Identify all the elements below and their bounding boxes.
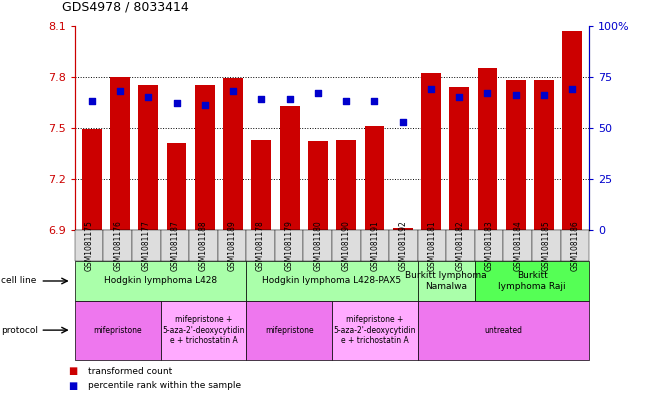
Bar (223, 78, 243, 230)
Point (510, 92, 521, 98)
Bar (393, 228, 413, 230)
Text: GSM1081192: GSM1081192 (399, 220, 408, 271)
Text: Burkitt lymphoma
Namalwa: Burkitt lymphoma Namalwa (406, 271, 487, 291)
Text: protocol: protocol (1, 326, 38, 334)
Text: GSM1081189: GSM1081189 (227, 220, 236, 271)
Point (115, 88, 125, 94)
Bar (82, 129, 102, 230)
Text: Burkitt
lymphoma Raji: Burkitt lymphoma Raji (498, 271, 566, 291)
Text: GSM1081176: GSM1081176 (113, 220, 122, 271)
Point (256, 96, 266, 102)
Text: cell line: cell line (1, 277, 36, 285)
Text: GSM1081185: GSM1081185 (542, 220, 551, 271)
Bar (110, 77, 130, 230)
Text: percentile rank within the sample: percentile rank within the sample (88, 382, 241, 390)
Bar (506, 80, 525, 230)
Text: GSM1081175: GSM1081175 (85, 220, 94, 271)
Text: Hodgkin lymphoma L428: Hodgkin lymphoma L428 (104, 277, 217, 285)
Bar (251, 140, 271, 230)
Text: Hodgkin lymphoma L428-PAX5: Hodgkin lymphoma L428-PAX5 (262, 277, 402, 285)
Text: GSM1081182: GSM1081182 (456, 220, 465, 271)
Bar (562, 31, 582, 230)
Text: GSM1081184: GSM1081184 (513, 220, 522, 271)
Point (87, 98, 97, 104)
Text: GSM1081188: GSM1081188 (199, 220, 208, 271)
Point (284, 96, 295, 102)
Text: mifepristone +
5-aza-2'-deoxycytidin
e + trichostatin A: mifepristone + 5-aza-2'-deoxycytidin e +… (333, 315, 416, 345)
Point (369, 98, 380, 104)
Text: ■: ■ (68, 366, 77, 376)
Text: mifepristone: mifepristone (265, 326, 314, 334)
Text: GSM1081178: GSM1081178 (256, 220, 265, 271)
Text: GSM1081179: GSM1081179 (284, 220, 294, 271)
Bar (280, 106, 299, 230)
Text: GSM1081191: GSM1081191 (370, 220, 380, 271)
Text: GSM1081183: GSM1081183 (484, 220, 493, 271)
Point (312, 90, 323, 96)
Bar (449, 87, 469, 230)
Bar (421, 73, 441, 230)
Text: ■: ■ (68, 381, 77, 391)
Point (426, 86, 436, 92)
Point (228, 88, 238, 94)
Text: GSM1081180: GSM1081180 (313, 220, 322, 271)
Text: GSM1081181: GSM1081181 (428, 220, 437, 271)
Bar (365, 126, 384, 230)
Bar (195, 85, 215, 230)
Bar (534, 80, 554, 230)
Bar (139, 85, 158, 230)
Bar (478, 68, 497, 230)
Text: mifepristone: mifepristone (93, 326, 142, 334)
Point (482, 90, 493, 96)
Point (539, 92, 549, 98)
Point (171, 100, 182, 107)
Point (200, 102, 210, 108)
Text: GSM1081187: GSM1081187 (171, 220, 180, 271)
Point (341, 98, 352, 104)
Point (143, 94, 154, 100)
Text: GSM1081177: GSM1081177 (142, 220, 151, 271)
Text: GSM1081186: GSM1081186 (570, 220, 579, 271)
Bar (167, 143, 186, 230)
Text: transformed count: transformed count (88, 367, 172, 376)
Text: mifepristone +
5-aza-2'-deoxycytidin
e + trichostatin A: mifepristone + 5-aza-2'-deoxycytidin e +… (162, 315, 245, 345)
Bar (337, 140, 356, 230)
Text: GDS4978 / 8033414: GDS4978 / 8033414 (62, 1, 189, 14)
Point (398, 118, 408, 125)
Point (454, 94, 464, 100)
Point (567, 86, 577, 92)
Text: untreated: untreated (484, 326, 523, 334)
Bar (308, 141, 327, 230)
Text: GSM1081190: GSM1081190 (342, 220, 351, 271)
